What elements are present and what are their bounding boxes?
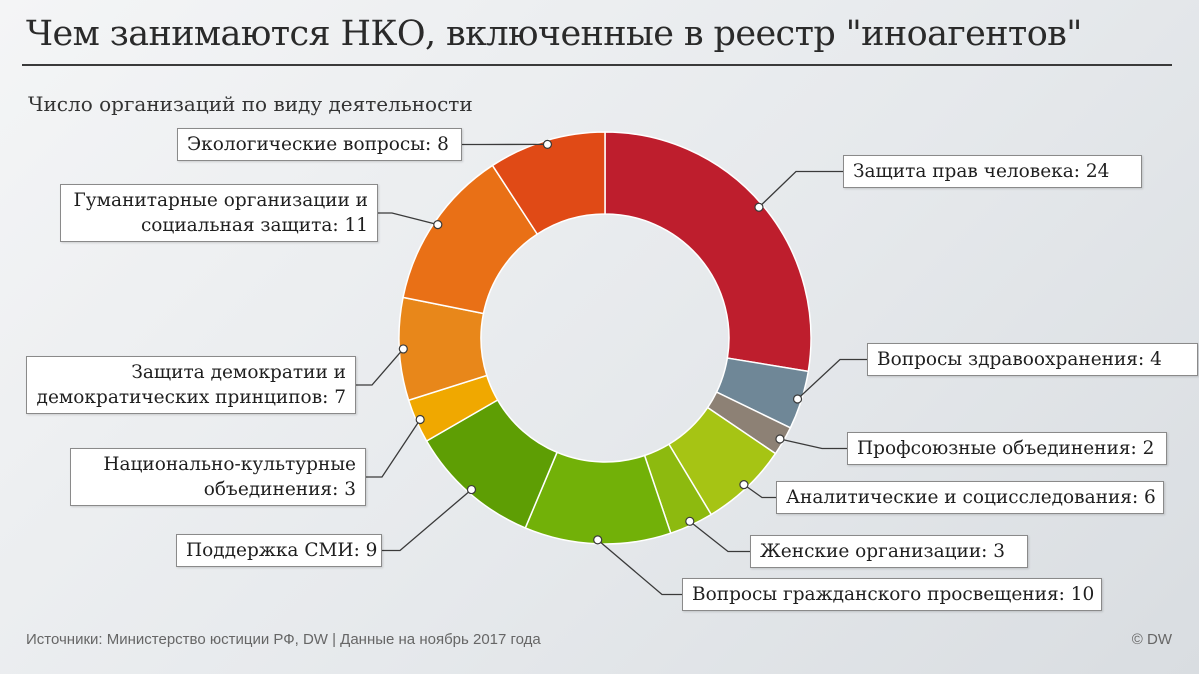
callout-text: Аналитические и социсследования: 6 [786, 487, 1156, 508]
leader-line-10 [378, 212, 438, 226]
callout-text: Гуманитарные организации и [73, 190, 368, 211]
chart-subtitle: Число организаций по виду деятельности [28, 92, 473, 116]
callout-вопросы-здравоохранения: Вопросы здравоохранения: 4 [867, 343, 1198, 376]
leader-line-2 [797, 358, 867, 400]
callout-вопросы-гражданского-просвещения: Вопросы гражданского просвещения: 10 [682, 578, 1102, 611]
leader-dot-3 [775, 434, 785, 444]
callout-аналитические-и-социсследования: Аналитические и социсследования: 6 [776, 481, 1164, 514]
callout-leaders [356, 139, 867, 596]
callout-национально-культурные-объединения: Национально-культурные объединения: 3 [70, 448, 366, 506]
donut-slice-11 [491, 131, 606, 236]
leader-line-8 [366, 419, 421, 478]
callout-text: социальная защита: 11 [140, 215, 368, 236]
leader-dot-11 [542, 139, 553, 149]
callout-защита-прав-человека: Защита прав человека: 24 [843, 155, 1142, 188]
callout-экологические-вопросы: Экологические вопросы: 8 [177, 128, 462, 161]
leader-line-5 [689, 520, 750, 553]
leader-line-4 [743, 484, 776, 499]
leader-dot-2 [792, 394, 803, 404]
leader-line-3 [779, 438, 847, 450]
leader-line-1 [758, 170, 843, 208]
callout-профсоюзные-объединения: Профсоюзные объединения: 2 [847, 432, 1167, 465]
leader-line-9 [356, 348, 404, 386]
leader-line-6 [597, 539, 682, 596]
leader-dot-10 [433, 220, 443, 230]
copyright: © DW [1131, 631, 1172, 648]
callout-text: объединения: 3 [203, 479, 356, 500]
callout-text: демократических принципов: 7 [36, 387, 346, 408]
callout-поддержка-сми: Поддержка СМИ: 9 [176, 534, 382, 567]
callout-text: Экологические вопросы: 8 [187, 134, 449, 155]
callout-text: Защита демократии и [131, 362, 346, 383]
leader-dot-4 [739, 480, 749, 490]
leader-line-7 [382, 489, 472, 552]
chart-title: Чем занимаются НКО, включенные в реестр … [26, 14, 1082, 54]
callout-text: Национально-культурные [103, 454, 356, 475]
callout-text: Защита прав человека: 24 [853, 161, 1110, 182]
leader-dot-5 [685, 516, 695, 526]
callout-text: Профсоюзные объединения: 2 [857, 438, 1155, 459]
donut-slice-1 [604, 131, 812, 373]
leader-dot-7 [466, 484, 477, 495]
callout-text: Женские организации: 3 [760, 541, 1006, 562]
leader-dot-9 [398, 344, 408, 354]
callout-text: Поддержка СМИ: 9 [186, 540, 378, 561]
callout-text: Вопросы здравоохранения: 4 [877, 349, 1162, 370]
callout-text: Вопросы гражданского просвещения: 10 [692, 584, 1095, 605]
leader-dot-8 [415, 414, 425, 425]
leader-dot-1 [754, 202, 764, 212]
leader-dot-6 [593, 535, 603, 545]
callout-женские-организации: Женские организации: 3 [750, 535, 1028, 568]
callout-гуманитарные-организации-и-социальная-защита: Гуманитарные организации и социальная защ… [60, 184, 378, 242]
source-note: Источники: Министерство юстиции РФ, DW |… [26, 631, 541, 648]
callout-защита-демократии-и-демократических-принципов: Защита демократии и демократических принц… [26, 356, 356, 414]
title-divider [22, 64, 1172, 66]
donut-slices [398, 131, 812, 545]
